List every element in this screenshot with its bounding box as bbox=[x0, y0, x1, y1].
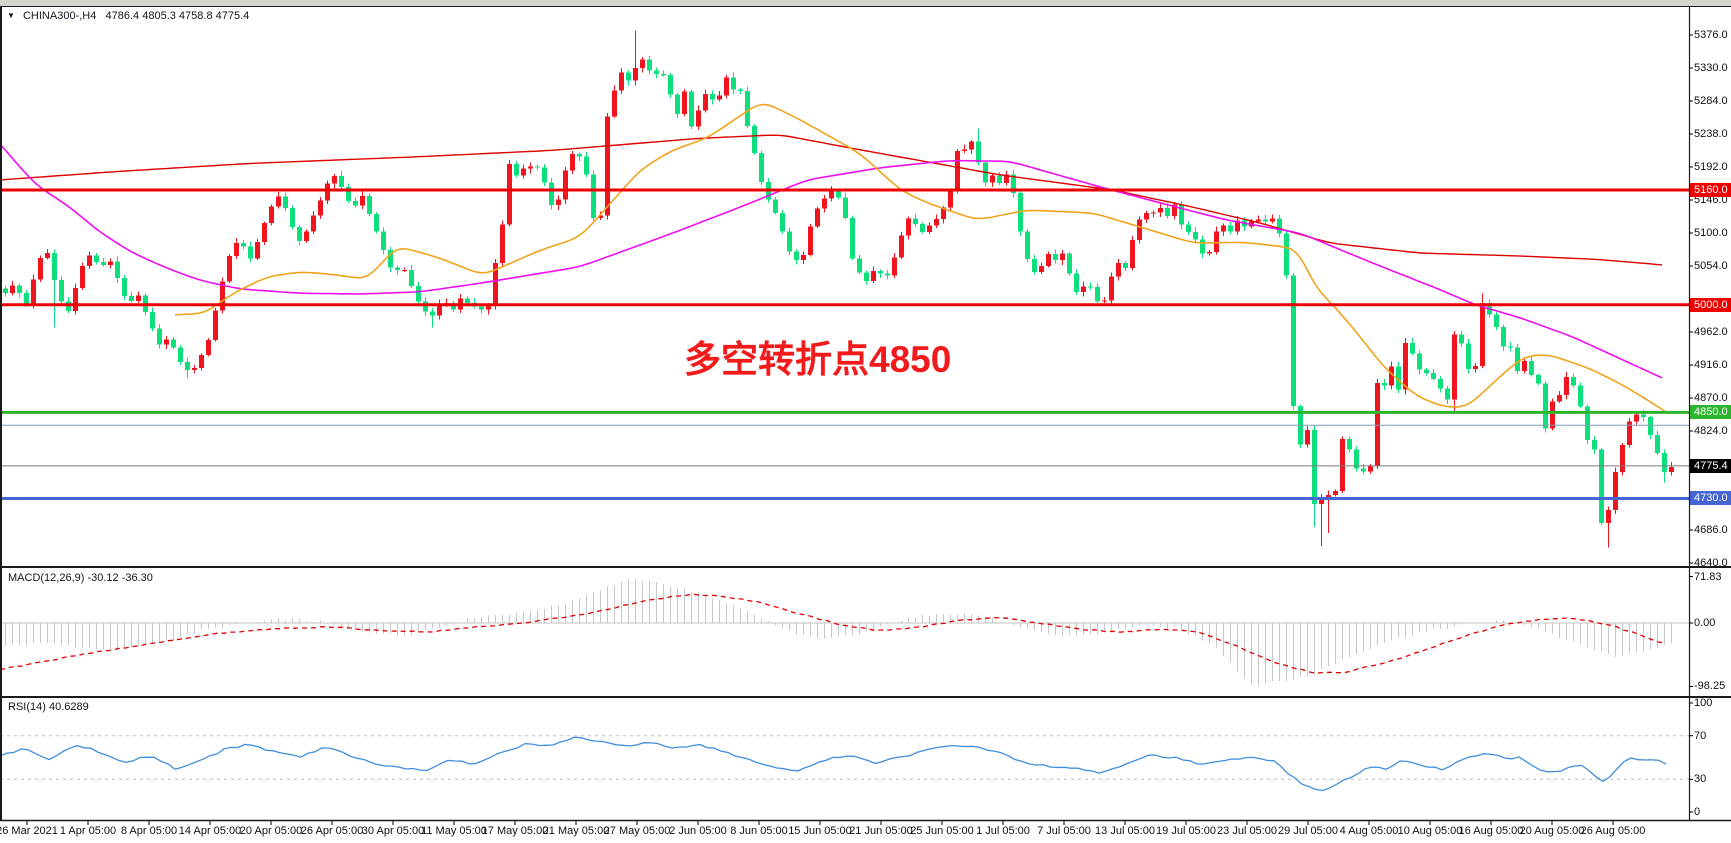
annotation-text[interactable]: 多空转折点4850 bbox=[684, 339, 952, 380]
rsi-indicator-label: RSI(14) 40.6289 bbox=[8, 701, 89, 713]
rsi-line bbox=[0, 736, 1667, 792]
macd-histogram bbox=[5, 578, 1672, 686]
chart-title: ▼ CHINA300-,H4 4786.4 4805.3 4758.8 4775… bbox=[7, 10, 249, 22]
rsi-pane bbox=[0, 735, 1689, 792]
slow-red-ma bbox=[0, 134, 1663, 266]
fast-orange-ma bbox=[174, 103, 1670, 415]
macd-indicator-label: MACD(12,26,9) -30.12 -36.30 bbox=[8, 572, 153, 584]
macd-signal-line bbox=[0, 593, 1667, 674]
macd-pane bbox=[0, 578, 1689, 686]
main-price-pane bbox=[0, 30, 1689, 548]
medium-magenta-ma bbox=[0, 143, 1663, 379]
candles-layer bbox=[3, 30, 1674, 548]
symbol-period-label: CHINA300-,H4 bbox=[22, 10, 97, 22]
ohlc-values-label: 4786.4 4805.3 4758.8 4775.4 bbox=[105, 10, 250, 22]
dropdown-icon[interactable]: ▼ bbox=[7, 11, 15, 20]
